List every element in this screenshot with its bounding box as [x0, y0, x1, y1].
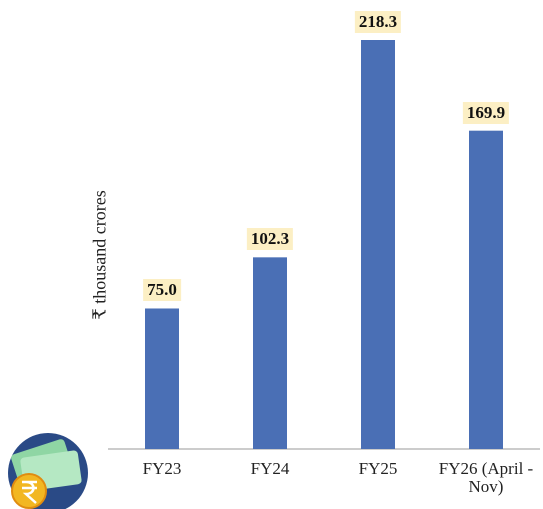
- bar: [469, 130, 503, 449]
- value-label: 169.9: [462, 101, 510, 124]
- x-tick-label: FY23: [142, 459, 182, 478]
- x-tick-label: FY24: [250, 459, 290, 478]
- money-icon: [8, 433, 88, 509]
- value-label: 218.3: [354, 11, 402, 33]
- x-tick-label: FY26 (April - Nov): [438, 459, 534, 496]
- bar: [253, 257, 287, 449]
- bar: [145, 308, 179, 449]
- x-tick-label: FY25: [358, 459, 398, 478]
- value-label: 75.0: [143, 279, 181, 302]
- value-label: 102.3: [246, 228, 294, 251]
- bar: [361, 40, 395, 449]
- y-axis-label: ₹ thousand crores: [89, 190, 110, 320]
